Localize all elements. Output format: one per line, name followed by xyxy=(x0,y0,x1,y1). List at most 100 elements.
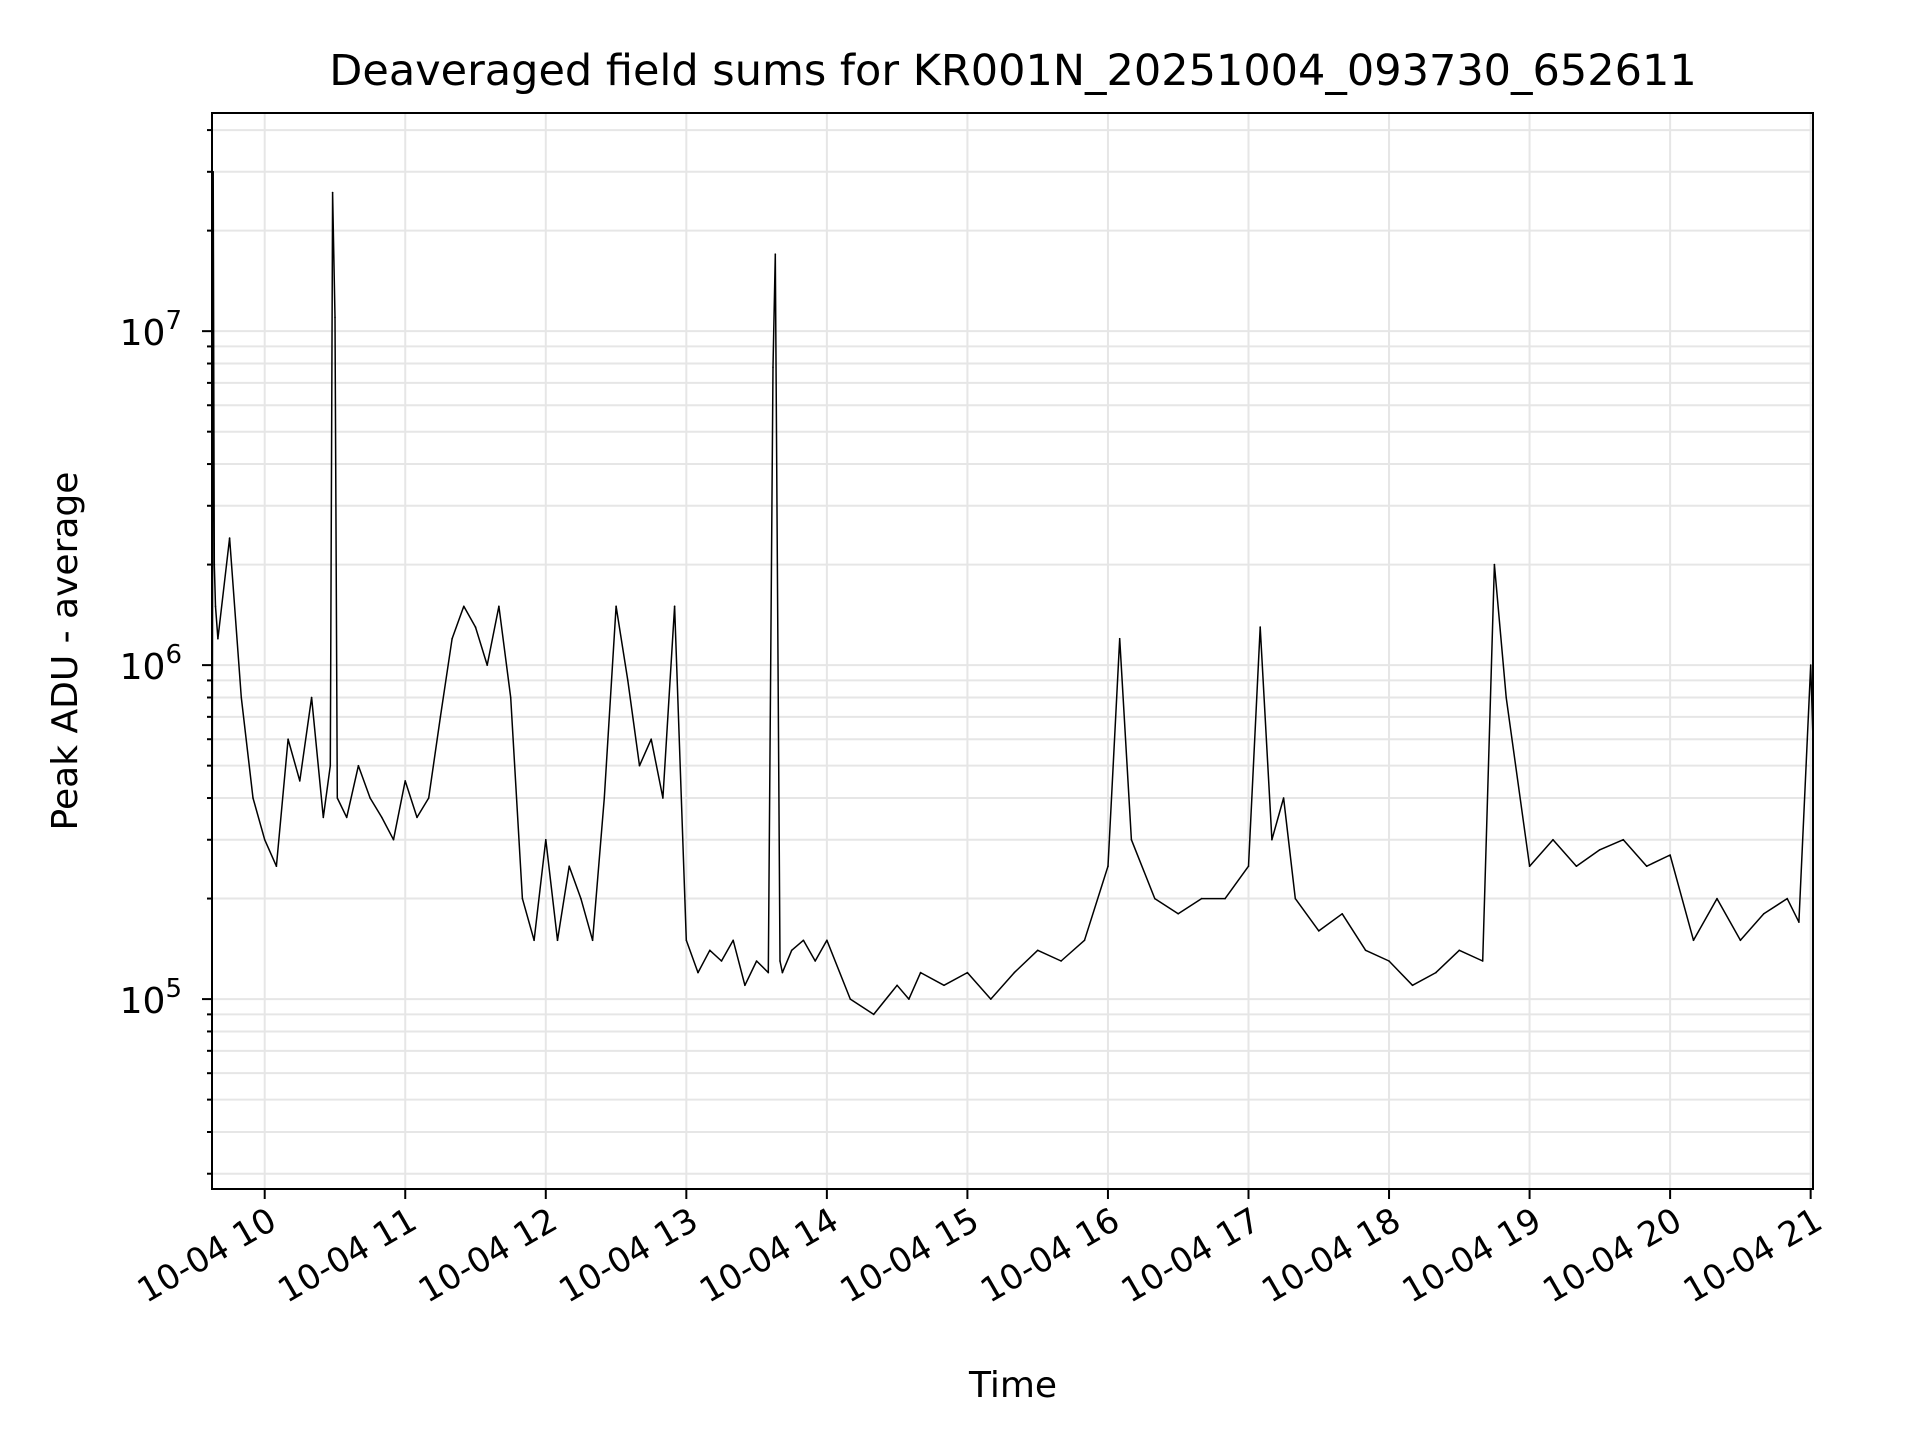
data-point xyxy=(287,738,289,740)
data-point xyxy=(322,816,325,819)
data-point xyxy=(709,949,711,952)
data-point xyxy=(521,897,524,900)
data-point xyxy=(790,949,793,952)
data-point xyxy=(357,764,360,767)
data-point xyxy=(240,696,243,699)
data-point xyxy=(849,998,852,1000)
y-tick-exponent: 7 xyxy=(165,306,182,336)
data-point xyxy=(329,764,332,767)
data-point xyxy=(1107,865,1109,867)
data-point xyxy=(214,605,217,608)
data-point xyxy=(638,764,641,767)
data-point xyxy=(1435,971,1437,974)
data-point xyxy=(1282,797,1285,799)
data-point xyxy=(556,939,559,942)
data-point xyxy=(1013,971,1016,974)
data-point xyxy=(872,1013,875,1016)
y-tick-base: 10 xyxy=(120,981,166,1022)
data-point xyxy=(896,984,898,987)
data-point xyxy=(814,960,816,962)
data-point xyxy=(826,939,828,942)
data-point xyxy=(336,797,339,799)
data-point xyxy=(1692,939,1695,942)
data-point xyxy=(1481,960,1484,962)
data-point xyxy=(427,797,430,799)
data-point xyxy=(1259,626,1261,628)
data-point xyxy=(509,696,512,699)
data-point xyxy=(217,637,219,640)
y-axis-label: Peak ADU - average xyxy=(45,472,86,831)
data-point xyxy=(802,939,805,942)
data-point xyxy=(416,816,418,819)
data-point xyxy=(1411,984,1414,987)
plot-frame xyxy=(211,112,1814,1190)
data-point xyxy=(732,939,734,942)
data-point xyxy=(603,797,606,799)
data-point xyxy=(774,253,777,255)
y-tick-label: 105 xyxy=(120,974,182,1022)
data-point xyxy=(627,679,629,682)
data-point xyxy=(1177,913,1179,915)
chart-title: Deaveraged field sums for KR001N_2025100… xyxy=(329,46,1696,96)
data-point xyxy=(263,838,266,841)
data-point xyxy=(1364,949,1367,952)
y-tick-label: 106 xyxy=(120,640,182,688)
data-point xyxy=(1060,960,1062,962)
data-point xyxy=(1200,897,1203,900)
data-point xyxy=(673,605,676,608)
data-point xyxy=(213,563,216,566)
data-point xyxy=(943,984,945,987)
data-point xyxy=(486,664,489,666)
data-point xyxy=(1294,897,1297,900)
data-point xyxy=(1388,960,1390,962)
data-point xyxy=(392,838,395,841)
data-line xyxy=(211,171,1814,1016)
data-point xyxy=(310,696,313,699)
data-point xyxy=(345,816,348,819)
data-point xyxy=(331,191,334,194)
data-point xyxy=(1493,563,1496,566)
data-point xyxy=(1552,838,1554,841)
data-point xyxy=(1739,939,1742,942)
data-point xyxy=(755,960,758,962)
data-point xyxy=(1036,949,1039,952)
data-point xyxy=(1130,838,1133,841)
data-point xyxy=(1763,913,1765,915)
y-tick-base: 10 xyxy=(120,647,166,688)
data-point xyxy=(1575,865,1578,867)
y-tick-label: 107 xyxy=(120,306,182,354)
data-point xyxy=(1247,865,1250,867)
data-point xyxy=(966,971,969,974)
data-point xyxy=(1505,696,1507,699)
data-point xyxy=(1318,930,1320,932)
data-point xyxy=(662,797,664,799)
data-point xyxy=(1118,637,1121,640)
grid xyxy=(212,113,1813,1189)
data-point xyxy=(685,939,688,942)
data-point xyxy=(720,960,723,962)
data-point xyxy=(381,816,383,819)
data-point xyxy=(990,998,992,1000)
data-point xyxy=(299,780,301,782)
y-tick-exponent: 5 xyxy=(165,974,182,1004)
data-point xyxy=(369,797,371,799)
data-point xyxy=(1809,664,1812,666)
data-point xyxy=(1154,897,1156,900)
data-point xyxy=(451,637,453,640)
data-point xyxy=(1669,854,1671,856)
data-point xyxy=(1458,949,1461,952)
data-point xyxy=(1599,849,1601,851)
series-group xyxy=(211,171,1814,1016)
data-point xyxy=(439,716,442,718)
data-point xyxy=(228,537,231,539)
data-point xyxy=(1224,897,1226,900)
data-point xyxy=(252,797,254,799)
data-point xyxy=(908,998,910,1000)
data-point xyxy=(781,971,784,974)
y-tick-exponent: 6 xyxy=(165,640,182,670)
data-point xyxy=(545,838,547,841)
data-point xyxy=(744,984,746,987)
data-point xyxy=(772,366,774,369)
data-point xyxy=(580,897,582,900)
